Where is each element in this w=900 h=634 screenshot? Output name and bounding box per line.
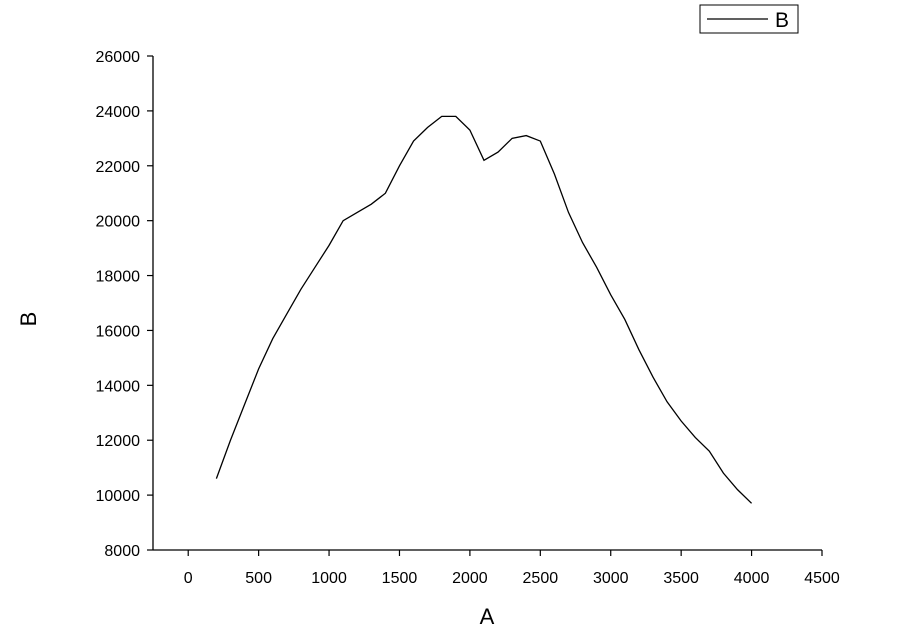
x-axis-title: A: [480, 604, 495, 629]
x-tick-label: 1000: [311, 570, 347, 587]
x-tick-label: 500: [245, 570, 272, 587]
y-tick-label: 26000: [96, 49, 141, 66]
x-tick-label: 3500: [663, 570, 699, 587]
y-tick-label: 20000: [96, 214, 141, 231]
x-tick-label: 0: [184, 570, 193, 587]
x-tick-label: 3000: [593, 570, 629, 587]
y-tick-label: 10000: [96, 488, 141, 505]
x-tick-label: 4000: [734, 570, 770, 587]
y-tick-label: 16000: [96, 323, 141, 340]
y-tick-label: 8000: [104, 543, 140, 560]
y-tick-label: 12000: [96, 433, 141, 450]
y-tick-label: 22000: [96, 159, 141, 176]
data-line: [215, 115, 753, 504]
y-tick-label: 24000: [96, 104, 141, 121]
x-tick-label: 1500: [382, 570, 418, 587]
x-tick-label: 2500: [523, 570, 559, 587]
x-tick-label: 2000: [452, 570, 488, 587]
y-axis-title: B: [16, 312, 41, 327]
legend-label: B: [775, 9, 789, 32]
y-tick-label: 18000: [96, 269, 141, 286]
y-tick-label: 14000: [96, 378, 141, 395]
x-tick-label: 4500: [804, 570, 840, 587]
